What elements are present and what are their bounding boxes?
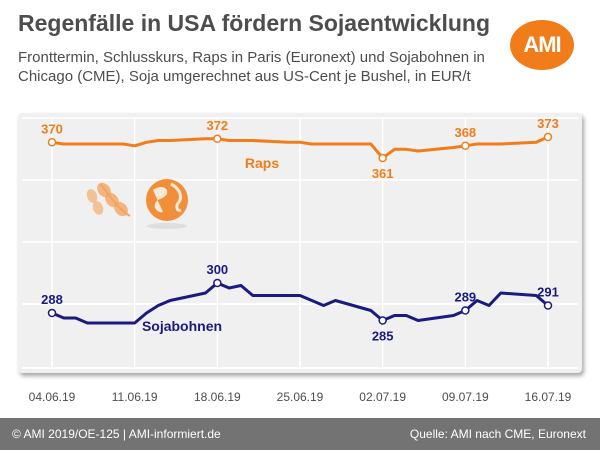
x-axis-ticks: 04.06.19 11.06.19 18.06.19 25.06.19 02.07.19…: [29, 390, 572, 404]
x-tick-label: 09.07.19: [442, 390, 489, 404]
series-name-label: Sojabohnen: [142, 318, 222, 334]
decoration: [86, 179, 188, 229]
data-point-marker: [47, 308, 57, 318]
data-label: 289: [454, 290, 476, 305]
data-point-marker: [543, 301, 553, 310]
data-label: 361: [372, 166, 394, 181]
x-tick-label: 02.07.19: [359, 390, 406, 404]
data-label: 372: [206, 118, 228, 133]
data-point-marker: [47, 138, 57, 147]
data-point-marker: [461, 141, 470, 150]
data-label: 285: [372, 329, 394, 344]
data-point-marker: [213, 134, 222, 143]
chart-subtitle: Fronttermin, Schlusskurs, Raps in Paris …: [18, 49, 485, 85]
data-point-marker: [543, 132, 553, 142]
data-label: 368: [454, 125, 476, 140]
x-tick-label: 11.06.19: [112, 390, 158, 404]
ami-logo: AMI: [510, 20, 574, 70]
series-name-label: Raps: [245, 155, 279, 171]
grid-lines: [22, 117, 578, 369]
chart-title: Regenfälle in USA fördern Sojaentwicklun…: [18, 10, 490, 36]
x-tick-label: 25.06.19: [277, 390, 324, 404]
data-point-marker: [378, 153, 387, 163]
data-label: 373: [537, 116, 559, 131]
soybean-icon: [86, 182, 131, 217]
globe-icon: [146, 179, 188, 229]
footer-source: Quelle: AMI nach CME, Euronext: [409, 427, 586, 441]
data-label: 288: [41, 292, 63, 307]
data-label: 291: [537, 285, 559, 300]
x-tick-label: 18.06.19: [194, 390, 241, 404]
data-point-marker: [461, 306, 470, 315]
x-tick-label: 16.07.19: [525, 390, 572, 404]
data-label: 370: [41, 121, 63, 136]
x-tick-label: 04.06.19: [29, 390, 76, 404]
data-label: 300: [206, 262, 228, 277]
data-point-marker: [378, 316, 387, 325]
data-point-marker: [213, 278, 222, 288]
footer-copyright: © AMI 2019/OE-125 | AMI-informiert.de: [12, 427, 221, 441]
series-layer: 370 372 361 368 373 Raps 288 300 285 289 291 Sojabo…: [41, 116, 559, 344]
footer-bar: © AMI 2019/OE-125 | AMI-informiert.de Qu…: [0, 418, 600, 450]
